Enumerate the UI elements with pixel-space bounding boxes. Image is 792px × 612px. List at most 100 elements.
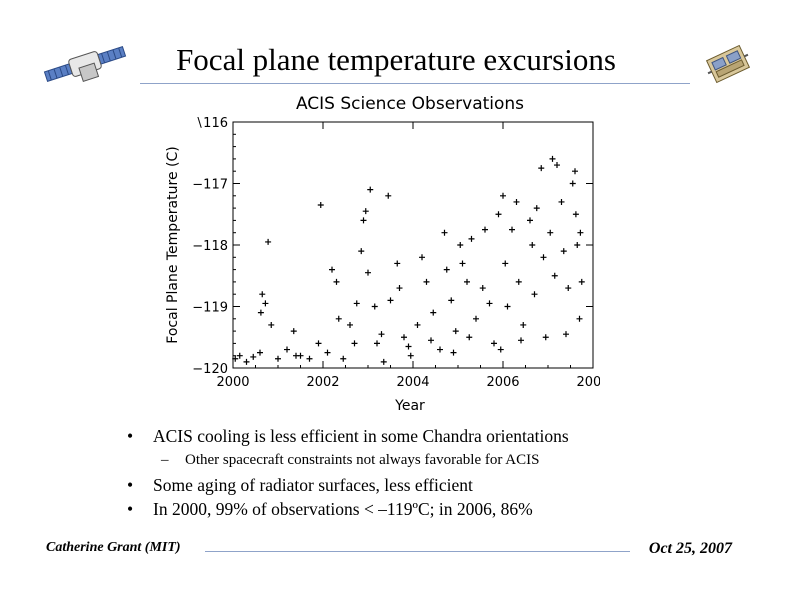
data-point — [486, 300, 493, 307]
data-points — [232, 155, 585, 365]
title-rule — [140, 83, 690, 84]
bullet-1: ACIS cooling is less efficient in some C… — [127, 424, 747, 448]
data-point — [468, 235, 475, 242]
data-point — [551, 272, 558, 279]
data-point — [423, 278, 430, 285]
data-point — [324, 349, 331, 356]
footer-date: Oct 25, 2007 — [648, 540, 732, 557]
data-point — [232, 355, 239, 362]
data-point — [452, 328, 459, 335]
data-point — [360, 217, 367, 224]
data-point — [394, 260, 401, 267]
data-point — [500, 192, 506, 199]
data-point — [563, 331, 569, 338]
data-point — [479, 285, 486, 292]
data-point — [243, 358, 250, 365]
axis-ticks: 2000 2002 2004 2006 2008 −120 −119 −118 −117 ∖116 — [192, 116, 600, 390]
data-point — [340, 355, 347, 362]
data-point — [533, 205, 540, 212]
data-point — [407, 352, 414, 359]
data-point — [482, 226, 488, 233]
data-point — [578, 278, 585, 285]
plot-frame — [232, 121, 594, 369]
x-tick-label: 2004 — [396, 375, 429, 390]
footer-author: Catherine Grant (MIT) — [46, 540, 181, 555]
data-point — [293, 352, 299, 359]
data-point — [560, 248, 567, 255]
data-point — [502, 260, 509, 267]
data-point — [315, 340, 322, 347]
data-point — [448, 297, 455, 304]
data-point — [362, 208, 369, 215]
y-tick-label: −118 — [192, 239, 228, 254]
x-tick-label: 2008 — [576, 375, 600, 390]
slide-title: Focal plane temperature excursions — [176, 42, 616, 77]
y-tick-label: −119 — [192, 301, 228, 316]
data-point — [572, 168, 578, 175]
data-point — [513, 198, 520, 205]
data-point — [574, 242, 581, 248]
data-point — [558, 198, 565, 205]
data-point — [405, 343, 412, 350]
data-point — [569, 180, 576, 187]
x-tick-label: 2006 — [486, 375, 519, 390]
data-point — [365, 269, 371, 276]
data-point — [554, 162, 560, 169]
sub-bullet-1: Other spacecraft constraints not always … — [127, 449, 747, 471]
data-point — [450, 349, 457, 356]
data-point — [317, 202, 324, 209]
data-point — [257, 309, 264, 316]
data-point — [380, 358, 387, 365]
data-point — [262, 300, 269, 307]
data-point — [473, 315, 479, 322]
data-point — [428, 337, 434, 344]
data-point — [443, 266, 450, 273]
data-point — [414, 321, 421, 328]
scatter-chart: ACIS Science Observations 2000 2002 2004 20… — [165, 94, 600, 414]
data-point — [497, 346, 504, 353]
data-point — [385, 192, 392, 199]
data-point — [358, 248, 365, 255]
data-point — [333, 278, 340, 285]
data-point — [466, 334, 473, 341]
data-point — [250, 353, 257, 360]
data-point — [335, 315, 342, 322]
data-point — [504, 303, 511, 310]
x-tick-label: 2000 — [216, 375, 249, 390]
data-point — [401, 334, 407, 341]
data-point — [549, 155, 556, 162]
data-point — [538, 165, 545, 172]
data-point — [441, 229, 448, 236]
data-point — [329, 266, 335, 273]
data-point — [529, 242, 536, 248]
data-point — [268, 321, 275, 328]
x-tick-label: 2002 — [306, 375, 339, 390]
data-point — [353, 300, 360, 307]
data-point — [547, 229, 554, 236]
data-point — [577, 229, 584, 236]
acis-instrument-logo — [705, 44, 751, 84]
y-axis-label: Focal Plane Temperature (C) — [165, 146, 181, 343]
data-point — [367, 186, 374, 193]
data-point — [284, 346, 290, 353]
data-point — [387, 297, 394, 304]
data-point — [419, 254, 425, 261]
data-point — [542, 334, 549, 341]
data-point — [265, 238, 272, 245]
data-point — [515, 278, 522, 285]
data-point — [457, 242, 464, 248]
bullet-list: ACIS cooling is less efficient in some C… — [127, 424, 747, 521]
data-point — [351, 340, 358, 347]
data-point — [430, 309, 437, 316]
data-point — [259, 291, 266, 298]
data-point — [374, 340, 380, 347]
bullet-3: In 2000, 99% of observations < –119ºC; i… — [127, 497, 747, 521]
y-tick-label: ∖116 — [195, 116, 228, 131]
data-point — [290, 328, 297, 335]
data-point — [236, 352, 243, 359]
data-point — [495, 211, 502, 218]
data-point — [491, 340, 497, 347]
data-point — [572, 211, 579, 218]
chart-title: ACIS Science Observations — [296, 94, 524, 114]
data-point — [464, 278, 470, 285]
